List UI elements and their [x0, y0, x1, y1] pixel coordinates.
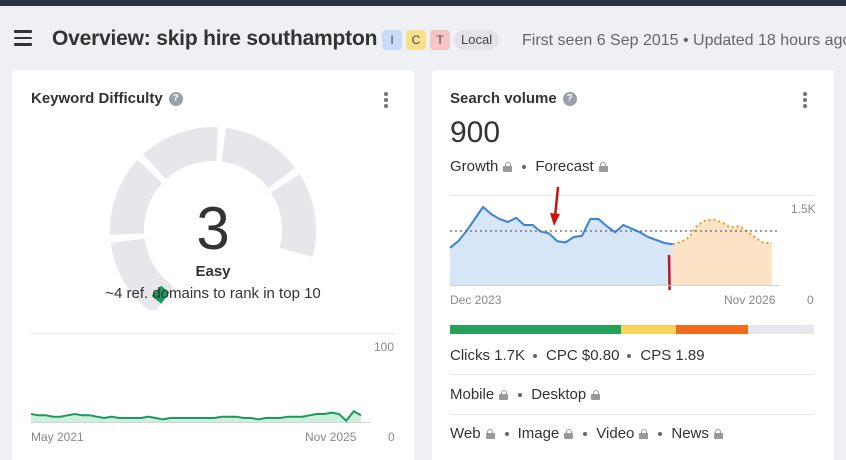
page-header: Overview: skip hire southampton I C T Lo…: [0, 6, 846, 70]
separator-dot: [504, 431, 509, 436]
cpc-stat: CPC $0.80: [546, 347, 620, 364]
news-label[interactable]: News: [671, 425, 709, 442]
top-bar: [0, 0, 846, 6]
trend-top-line: [31, 333, 395, 334]
gauge-segment: [143, 127, 219, 180]
separator-dot: [583, 431, 588, 436]
difficulty-value: 3: [196, 195, 230, 262]
trend-baseline: [31, 422, 371, 423]
chart-x-end: Nov 2026: [724, 293, 776, 307]
keyword-meta: First seen 6 Sep 2015 • Updated 18 hours…: [522, 32, 846, 49]
search-volume-label: Search volume: [450, 90, 557, 107]
trend-y-max: 100: [374, 340, 395, 354]
difficulty-gauge: [110, 127, 317, 310]
growth-label[interactable]: Growth: [450, 158, 499, 175]
lock-icon: [503, 161, 513, 172]
chart-baseline: [450, 285, 780, 286]
search-volume-value: 900: [450, 116, 501, 149]
result-types-row: Web Image Video News: [450, 425, 731, 442]
image-label[interactable]: Image: [517, 425, 560, 442]
page-title: Overview: skip hire southampton: [52, 27, 378, 50]
cps-stat: CPS 1.89: [640, 347, 705, 364]
trend-x-start: May 2021: [31, 430, 84, 444]
more-options-icon[interactable]: [384, 92, 388, 108]
intent-badge-commercial[interactable]: C: [406, 30, 426, 50]
trend-area: [31, 411, 361, 422]
difficulty-subtitle: ~4 ref. domains to rank in top 10: [105, 285, 321, 302]
history-area: [450, 207, 673, 285]
lock-icon: [485, 428, 495, 439]
search-volume-title: Search volume ?: [450, 90, 577, 107]
arrow-1: [550, 186, 560, 226]
video-label[interactable]: Video: [596, 425, 635, 442]
intent-badge-transactional[interactable]: T: [430, 30, 450, 50]
help-icon[interactable]: ?: [168, 91, 183, 106]
annotation-arrows: [550, 186, 671, 290]
intent-badges: I C T Local: [382, 30, 500, 50]
row-divider: [450, 414, 814, 415]
intent-segment-other[interactable]: [748, 325, 814, 334]
intent-segment-transactional[interactable]: [675, 325, 749, 334]
search-volume-card: Search volume ? 900 Growth Forecast 1.5K…: [432, 70, 834, 460]
chart-x-start: Dec 2023: [450, 293, 502, 307]
lock-icon: [591, 389, 601, 400]
arrow-2: [667, 254, 671, 290]
local-badge[interactable]: Local: [454, 30, 500, 50]
intent-segment-commercial[interactable]: [621, 325, 676, 334]
intent-badge-informational[interactable]: I: [382, 30, 402, 50]
desktop-label[interactable]: Desktop: [531, 386, 587, 403]
row-divider: [450, 374, 814, 375]
forecast-area: [672, 219, 772, 285]
history-line: [449, 205, 673, 249]
lock-icon: [639, 428, 649, 439]
separator-dot: [658, 431, 663, 436]
gauge-segment: [110, 160, 163, 236]
menu-icon[interactable]: [14, 30, 32, 46]
web-label[interactable]: Web: [450, 425, 481, 442]
separator-dot: [533, 353, 538, 358]
gauge-segment: [220, 127, 296, 189]
keyword-difficulty-label: Keyword Difficulty: [31, 90, 163, 107]
lock-icon: [713, 428, 723, 439]
mobile-label[interactable]: Mobile: [450, 386, 495, 403]
growth-forecast-row: Growth Forecast: [450, 158, 616, 175]
gauge-segment: [270, 174, 317, 257]
search-volume-chart: [449, 186, 780, 290]
separator-dot: [627, 353, 632, 358]
trend-y-min: 0: [388, 430, 395, 444]
separator-dot: [522, 164, 527, 169]
lock-icon: [598, 161, 608, 172]
clicks-stat: Clicks 1.7K: [450, 347, 526, 364]
gauge-fill: [151, 285, 170, 304]
forecast-label[interactable]: Forecast: [535, 158, 594, 175]
lock-icon: [564, 428, 574, 439]
more-options-icon[interactable]: [803, 92, 807, 108]
difficulty-level: Easy: [195, 263, 231, 280]
intent-segment-informational[interactable]: [450, 325, 622, 334]
stats-row: Clicks 1.7K CPC $0.80 CPS 1.89: [450, 347, 705, 364]
chart-y-bottom: 0: [807, 293, 814, 307]
keyword-difficulty-card: Keyword Difficulty ? 3 Easy ~4 ref. doma…: [12, 70, 414, 460]
difficulty-trend-chart: [31, 410, 362, 423]
help-icon[interactable]: ?: [562, 91, 577, 106]
separator-dot: [518, 392, 523, 397]
lock-icon: [499, 389, 509, 400]
chart-top-line: [450, 195, 814, 196]
trend-x-end: Nov 2025: [305, 430, 357, 444]
chart-y-top: 1.5K: [791, 202, 816, 216]
keyword-difficulty-title: Keyword Difficulty ?: [31, 90, 183, 107]
devices-row: Mobile Desktop: [450, 386, 608, 403]
trend-line: [31, 410, 362, 423]
